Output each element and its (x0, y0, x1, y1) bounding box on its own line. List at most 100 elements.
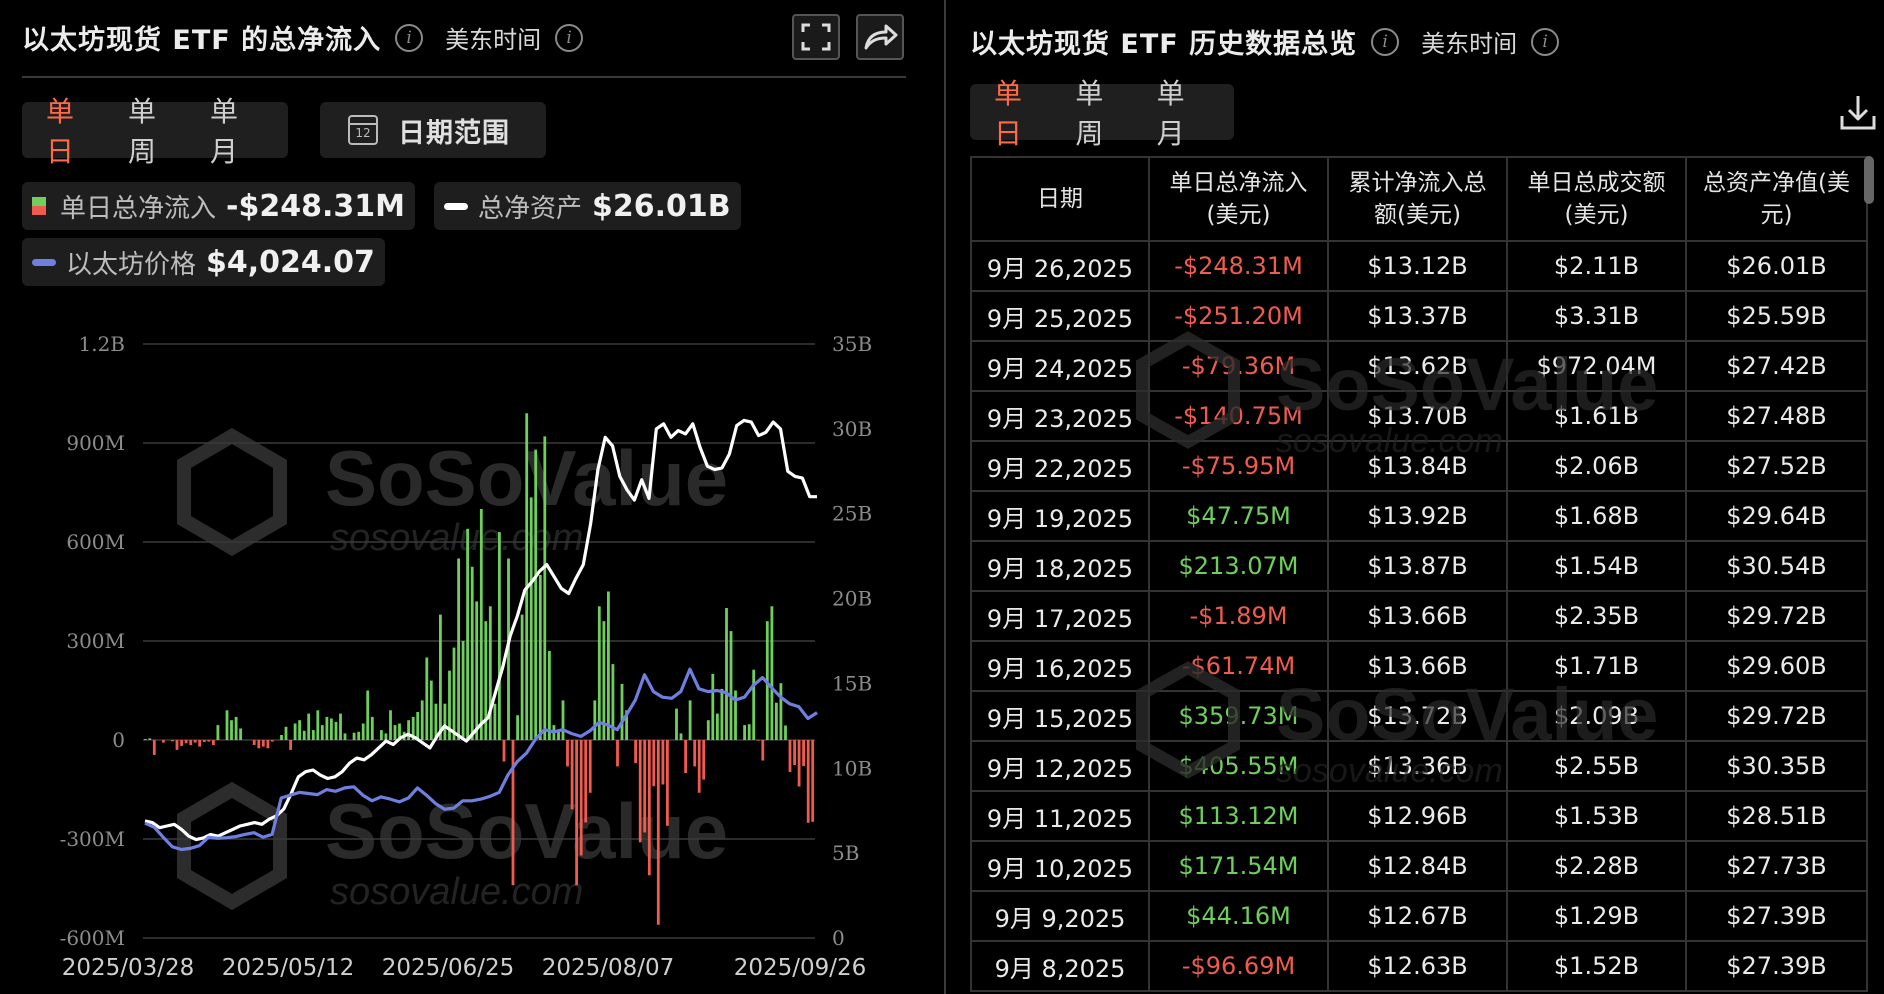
flow-bar (584, 740, 588, 823)
legend-price-marker (32, 258, 56, 266)
cumulative-cell: $13.70B (1327, 390, 1508, 442)
cumulative-cell: $12.96B (1327, 790, 1508, 842)
flow-cell: -$251.20M (1148, 290, 1329, 342)
flow-bar (225, 710, 229, 740)
flow-bar (597, 606, 601, 740)
flow-bar (334, 721, 338, 740)
timezone-info-icon[interactable]: i (555, 23, 584, 52)
cumulative-cell: $12.67B (1327, 890, 1508, 942)
flow-bar (488, 606, 492, 740)
flow-bar (498, 532, 501, 740)
flow-bar (420, 700, 424, 740)
flow-bar (697, 740, 701, 793)
fullscreen-button[interactable] (792, 14, 840, 60)
legend-flow-label: 单日总净流入 (60, 193, 217, 224)
volume-cell: $972.04M (1506, 340, 1687, 392)
etf-flow-chart: SoSoValue sosovalue.com SoSoValue sosova… (60, 332, 873, 981)
flow-bar (416, 712, 420, 740)
legend-assets-value: $26.01B (592, 188, 731, 224)
nav-cell: $25.59B (1685, 290, 1868, 342)
legend-net-assets[interactable]: 总净资产 $26.01B (434, 182, 741, 230)
share-button[interactable] (856, 14, 904, 60)
history-tab-daily[interactable]: 单日 (994, 77, 1023, 150)
table-scrollbar[interactable] (1864, 156, 1874, 204)
left-axis-tick: 0 (112, 728, 125, 752)
watermark-bottom: SoSoValue sosovalue.com (177, 781, 728, 913)
cumulative-cell: $12.84B (1327, 840, 1508, 892)
flow-bar (143, 739, 147, 740)
table-row: 9月 25,2025 -$251.20M $13.37B $3.31B $25.59B (970, 290, 1868, 342)
flow-bar (457, 558, 460, 740)
legend-eth-price[interactable]: 以太坊价格 $4,024.07 (22, 238, 385, 286)
history-period-tabs: 单日 单周 单月 (970, 77, 1234, 150)
flow-bar (239, 728, 242, 740)
column-header: 单日总净流入 (美元) (1148, 156, 1329, 242)
svg-text:SoSoValue: SoSoValue (325, 787, 728, 875)
flow-bar (652, 740, 656, 787)
flow-bar (548, 650, 551, 740)
flow-bar (620, 683, 624, 740)
info-icon[interactable]: i (395, 23, 424, 52)
table-row: 9月 16,2025 -$61.74M $13.66B $1.71B $29.60B (970, 640, 1868, 692)
date-cell: 9月 19,2025 (970, 490, 1150, 542)
flow-bar (389, 710, 392, 740)
flow-bar (311, 730, 315, 740)
date-cell: 9月 11,2025 (970, 790, 1150, 842)
flow-bar (747, 724, 751, 740)
date-cell: 9月 16,2025 (970, 640, 1150, 692)
flow-bar (330, 718, 333, 740)
flow-bar (484, 621, 488, 740)
date-cell: 9月 25,2025 (970, 290, 1150, 342)
history-info-icon[interactable]: i (1371, 27, 1400, 56)
history-tab-weekly[interactable]: 单周 (1075, 77, 1104, 150)
legend-daily-flow[interactable]: 单日总净流入 -$248.31M (22, 182, 415, 230)
flow-bar (452, 647, 456, 740)
history-tab-monthly[interactable]: 单月 (1156, 77, 1185, 150)
flow-bar (257, 740, 261, 749)
table-row: 9月 15,2025 $359.73M $13.72B $2.09B $29.72B (970, 690, 1868, 742)
nav-cell: $27.39B (1685, 890, 1868, 942)
right-axis-tick: 25B (832, 502, 872, 526)
flow-bar (729, 631, 733, 740)
tab-monthly[interactable]: 单月 (210, 95, 239, 168)
flow-bar (207, 740, 211, 742)
flow-bar (647, 740, 651, 876)
tab-weekly[interactable]: 单周 (128, 95, 157, 168)
tab-daily[interactable]: 单日 (46, 95, 75, 168)
nav-cell: $29.64B (1685, 490, 1868, 542)
flow-bar (184, 740, 188, 744)
right-axis-tick: 15B (832, 671, 872, 695)
flow-cell: $47.75M (1148, 490, 1329, 542)
download-icon[interactable] (1836, 90, 1880, 134)
cumulative-cell: $13.37B (1327, 290, 1508, 342)
flow-cell: -$75.95M (1148, 440, 1329, 492)
flow-bar (675, 708, 678, 740)
table-row: 9月 19,2025 $47.75M $13.92B $1.68B $29.64B (970, 490, 1868, 542)
flow-bar (543, 436, 547, 740)
flow-bar (302, 730, 306, 740)
flow-bar (316, 710, 320, 740)
x-axis-tick: 2025/06/25 (382, 955, 515, 981)
nav-cell: $30.35B (1685, 740, 1868, 792)
flow-bar (666, 740, 669, 826)
flow-bar (470, 566, 474, 741)
flow-cell: -$1.89M (1148, 590, 1329, 642)
flow-bar (357, 731, 361, 741)
nav-cell: $27.73B (1685, 840, 1868, 892)
flow-bar (743, 725, 746, 740)
date-cell: 9月 8,2025 (970, 940, 1150, 992)
flow-bar (384, 733, 388, 740)
history-timezone-info-icon[interactable]: i (1531, 27, 1560, 56)
fullscreen-icon (801, 23, 831, 51)
flow-bar (770, 606, 774, 740)
nav-cell: $26.01B (1685, 240, 1868, 292)
flow-bar (752, 669, 756, 740)
flow-bar (162, 740, 165, 743)
date-range-button[interactable]: 12 日期范围 (320, 102, 546, 158)
flow-bar (511, 740, 515, 886)
flow-bar (693, 740, 697, 767)
table-row: 9月 18,2025 $213.07M $13.87B $1.54B $30.54B (970, 540, 1868, 592)
flow-bar (289, 740, 292, 750)
history-timezone-label: 美东时间 (1421, 30, 1518, 58)
title-divider (22, 76, 906, 78)
